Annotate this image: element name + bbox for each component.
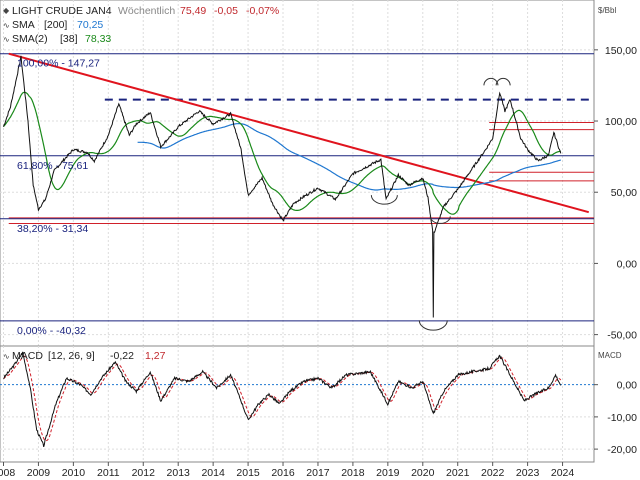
x-tick-label: 2010 [62, 467, 86, 479]
price-y-tick-label: -50,00 [607, 330, 637, 342]
support-arc [370, 195, 398, 205]
fib-label: 38,20% - 31,34 [17, 223, 88, 235]
x-tick-label: 2015 [236, 467, 260, 479]
price-y-tick-label: 0,00 [617, 258, 638, 270]
sma-line-icon: ∿ [3, 21, 10, 30]
legend-sma38-row: ∿ SMA(2) [38] 78,33 [3, 33, 111, 45]
legend-title-row: ◆ LIGHT CRUDE JAN4 Wöchentlich 75,49 -0,… [3, 5, 279, 17]
macd-line-icon: ∿ [3, 352, 10, 361]
macd-y-tick-label: -20,00 [607, 444, 637, 456]
trendline [8, 52, 590, 214]
sma38-line [3, 91, 561, 215]
x-tick-label: 2014 [201, 467, 225, 479]
price-panel: 100,00% - 147,27 61,80% - 75,61 38,20% - 3… [0, 0, 595, 347]
sma200-name: SMA [12, 19, 35, 31]
macd-unit-label: MACD [598, 351, 622, 360]
x-tick-label: 2008 [0, 467, 15, 479]
legend-marker-icon: ◆ [3, 6, 10, 15]
fib-lines [0, 53, 594, 322]
macd-value: -0,22 [110, 350, 134, 362]
fib-labels: 100,00% - 147,27 61,80% - 75,61 38,20% - 3… [17, 58, 100, 337]
support-arc [429, 216, 451, 224]
price-y-axis: $/Bbl 150,00 100,00 50,00 0,00 -50,00 [594, 6, 637, 342]
sma38-name: SMA(2) [12, 33, 48, 45]
x-tick-label: 2016 [271, 467, 295, 479]
macd-name: MACD [12, 350, 43, 362]
macd-param: [12, 26, 9] [48, 350, 95, 362]
macd-y-axis: MACD 0,00 -10,00 -20,00 [594, 351, 637, 456]
macd-signal-value: 1,27 [145, 350, 166, 362]
fib-label: 100,00% - 147,27 [17, 58, 100, 70]
sma2-line-icon: ∿ [3, 35, 10, 44]
macd-y-tick-label: 0,00 [617, 380, 638, 392]
interval-label: Wöchentlich [118, 5, 175, 17]
macd-panel-frame [0, 345, 595, 463]
price-y-tick-label: 50,00 [611, 187, 637, 199]
macd-y-tick-label: -10,00 [607, 412, 637, 424]
chart-title: LIGHT CRUDE JAN4 [12, 5, 112, 17]
price-change: -0,05 [214, 5, 238, 17]
macd-series [3, 351, 562, 448]
price-y-tick-label: 150,00 [605, 45, 637, 57]
x-tick-label: 2013 [167, 467, 191, 479]
legend-sma200-row: ∿ SMA [200] 70,25 [3, 19, 103, 31]
x-tick-label: 2009 [27, 467, 51, 479]
top-arc [495, 77, 511, 86]
sma200-line [137, 123, 561, 191]
x-tick-label: 2011 [97, 467, 120, 479]
price-unit-label: $/Bbl [598, 6, 616, 15]
x-axis: 2008 2009 2010 2011 2012 2013 2014 2015 2016 2017… [0, 462, 574, 479]
price-line [3, 55, 562, 318]
x-tick-label: 2021 [446, 467, 470, 479]
sma200-value: 70,25 [77, 19, 103, 31]
x-tick-label: 2018 [341, 467, 365, 479]
red-bands [8, 121, 594, 225]
sma38-value: 78,33 [85, 33, 111, 45]
x-tick-label: 2024 [551, 467, 575, 479]
sma38-param: [38] [60, 33, 78, 45]
fib-label: 61,80% - 75,61 [17, 160, 88, 172]
x-tick-label: 2012 [132, 467, 156, 479]
top-arc [483, 77, 499, 86]
x-tick-label: 2022 [481, 467, 505, 479]
sma200-param: [200] [44, 19, 67, 31]
macd-legend-row: ∿ MACD [12, 26, 9] -0,22 1,27 [3, 350, 166, 362]
trend-line [8, 52, 590, 214]
price-y-tick-label: 100,00 [605, 116, 637, 128]
last-price: 75,49 [180, 5, 206, 17]
x-tick-label: 2023 [516, 467, 540, 479]
support-arc [418, 320, 448, 331]
x-tick-label: 2017 [306, 467, 330, 479]
price-change-pct: -0,07% [246, 5, 279, 17]
macd-line [3, 351, 562, 448]
macd-grid [0, 346, 594, 462]
x-tick-label: 2020 [411, 467, 435, 479]
price-series [3, 55, 562, 318]
fib-label: 0,00% - -40,32 [17, 325, 86, 337]
price-grid [0, 0, 594, 346]
x-tick-label: 2019 [376, 467, 400, 479]
annotations [370, 77, 511, 331]
price-panel-frame [0, 0, 595, 347]
macd-panel: ∿ MACD [12, 26, 9] -0,22 1,27 [0, 345, 595, 463]
